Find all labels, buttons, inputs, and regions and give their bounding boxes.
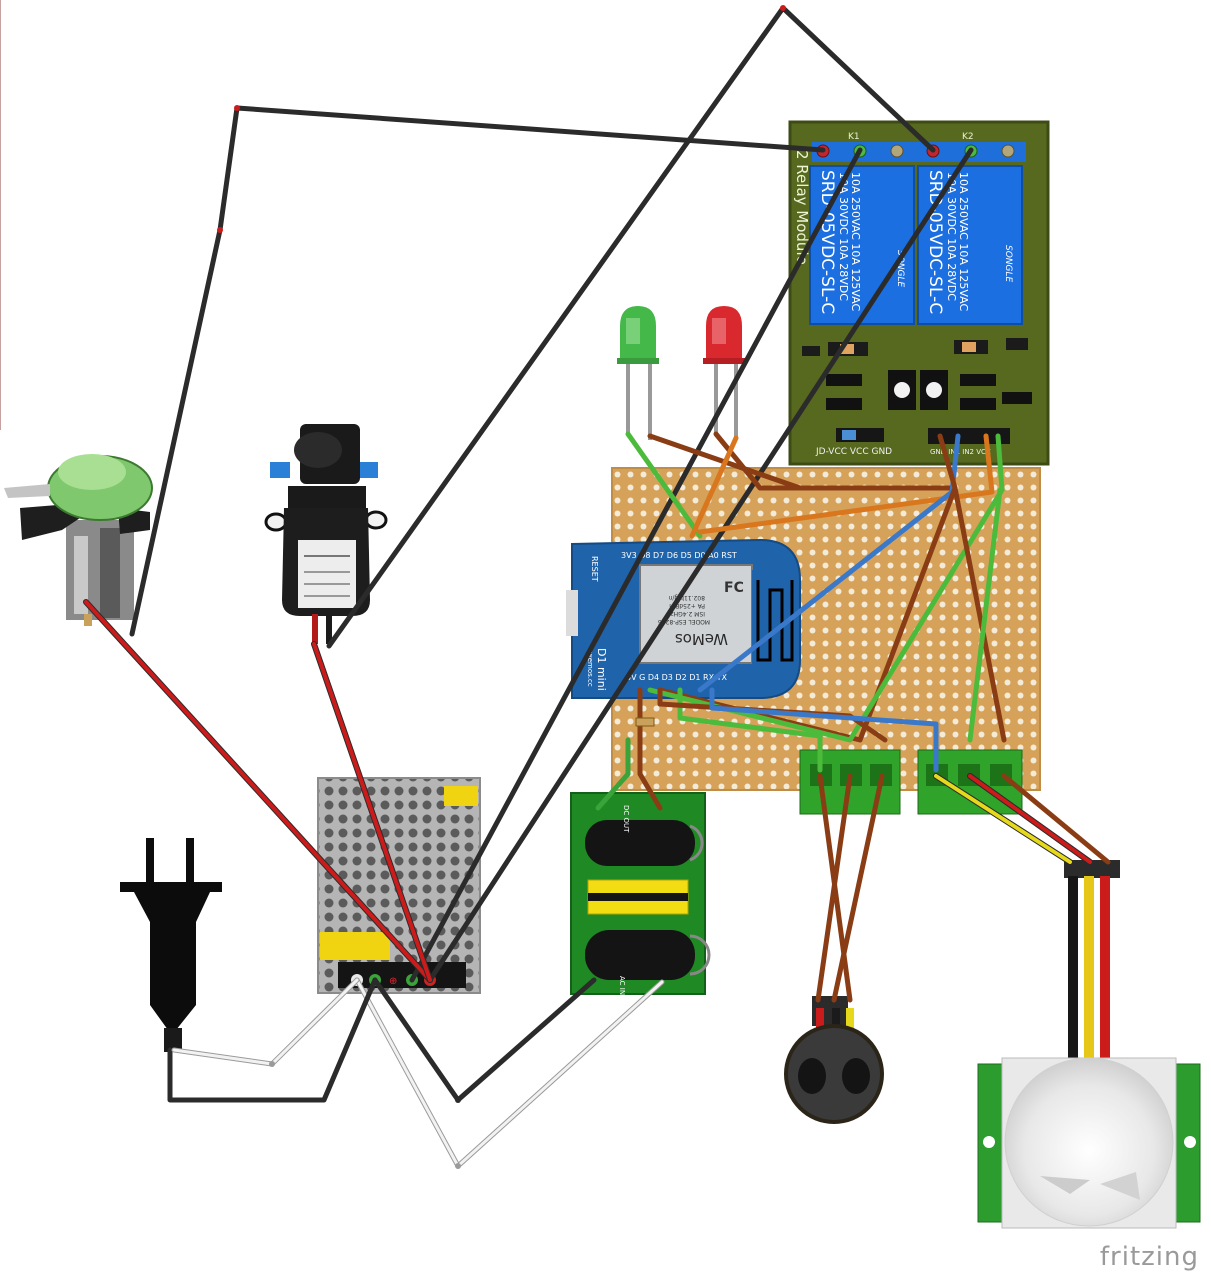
relay-header-label: GND IN1 IN2 VCC: [930, 448, 991, 456]
relay-k2-rating-2: 10A 30VDC 10A 28VDC: [945, 172, 958, 301]
acdc-in-label: AC IN: [618, 976, 626, 995]
wire-black-psu-to-k2com: [427, 147, 974, 983]
relay-k1-text: SRD-05VDC-SL-C: [817, 170, 837, 314]
fritzing-watermark: fritzing: [1099, 1242, 1199, 1272]
wire-blue-d2-pir: [709, 687, 939, 773]
wemos-model-3: PA +25dBm: [669, 602, 705, 609]
wire-green-pir-vcc: [967, 487, 1003, 743]
k2-label: K2: [962, 132, 974, 142]
relay-k1-brand: SONGLE: [895, 250, 905, 288]
ac-plug: [120, 838, 222, 1052]
relay-k2-brand: SONGLE: [1003, 245, 1013, 283]
wemos-fcc: FC: [724, 580, 744, 596]
pir-sensor: [977, 860, 1201, 1229]
ac-dc-module: DC OUT AC IN: [570, 792, 711, 995]
wire-green-acdc-out: [595, 737, 631, 811]
wemos-url: wemos.cc: [586, 652, 594, 687]
wemos-d1-mini: 3V3 D8 D7 D6 D5 D0 A0 RST 5V G D4 D3 D2 …: [566, 538, 801, 699]
led-green: [617, 306, 659, 440]
wemos-reset-label: RESET: [590, 556, 599, 582]
buzzer: [784, 996, 884, 1124]
wire-brown-pir-gnd: [952, 485, 1007, 743]
wire-yellow-pir: [934, 774, 1072, 864]
wire-red-dosing-to-psu: [84, 600, 432, 982]
wire-red-pir: [968, 774, 1092, 864]
relay-k2-text: SRD-05VDC-SL-C: [925, 170, 945, 314]
wemos-brand: WeMos: [675, 630, 728, 648]
wire-orange-led-red: [689, 435, 739, 539]
wire-brown-buzzer-3: [831, 773, 885, 1003]
acdc-out-label: DC OUT: [622, 805, 630, 833]
wemos-top-pins: 3V3 D8 D7 D6 D5 D0 A0 RST: [621, 551, 737, 560]
wire-black-psu-to-k1com: [409, 147, 863, 983]
wire-green-led: [625, 431, 703, 539]
relay-k1-rating-1: 10A 250VAC 10A 125VAC: [849, 172, 862, 312]
k1-label: K1: [848, 132, 860, 142]
relay-k2-rating-1: 10A 250VAC 10A 125VAC: [957, 172, 970, 312]
wemos-model-1: MODEL ESP-8266: [658, 618, 710, 625]
relay-k1-rating-2: 10A 30VDC 10A 28VDC: [837, 172, 850, 301]
wire-brown-buzzer-2: [815, 773, 853, 1003]
led-red: [703, 306, 745, 440]
wire-brown-pir: [1001, 773, 1111, 865]
relay-module: K1 K2 SRD-05VDC-SL-C SRD-05VDC-SL-C 10A …: [788, 120, 1050, 466]
relay-jumper-label: JD-VCC VCC GND: [815, 447, 892, 457]
resistor: [635, 717, 655, 727]
wire-white-psu-to-acdc-outline: [354, 977, 665, 1169]
wire-white-psu-to-acdc: [355, 978, 664, 1168]
wire-orange-in2: [697, 433, 995, 535]
wemos-model-2: ISM 2.4GHz: [670, 610, 705, 617]
canvas-edge: [0, 0, 1, 430]
wire-green-vcc: [647, 433, 1005, 743]
relay-k1: [809, 165, 915, 325]
wire-black-dosing-to-k1: [129, 105, 826, 637]
wire-black-psu-to-acdc: [372, 977, 597, 1103]
diaphragm-pump: [264, 424, 388, 644]
wemos-name: D1 mini: [595, 648, 608, 691]
wire-red-pump-to-psu: [312, 642, 432, 982]
relay-module-title: 2 Relay Module: [793, 150, 811, 265]
wemos-bottom-pins: 5V G D4 D3 D2 D1 RX TX: [626, 673, 727, 682]
wires: [83, 5, 1111, 1169]
wire-black-plug-to-psu: [167, 977, 378, 1103]
dosing-pump: [4, 454, 153, 626]
relay-k2: [917, 165, 1023, 325]
wemos-model-4: 802.11b/g/n: [668, 594, 705, 601]
psu-terminal-symbol: ⊕: [389, 976, 397, 987]
